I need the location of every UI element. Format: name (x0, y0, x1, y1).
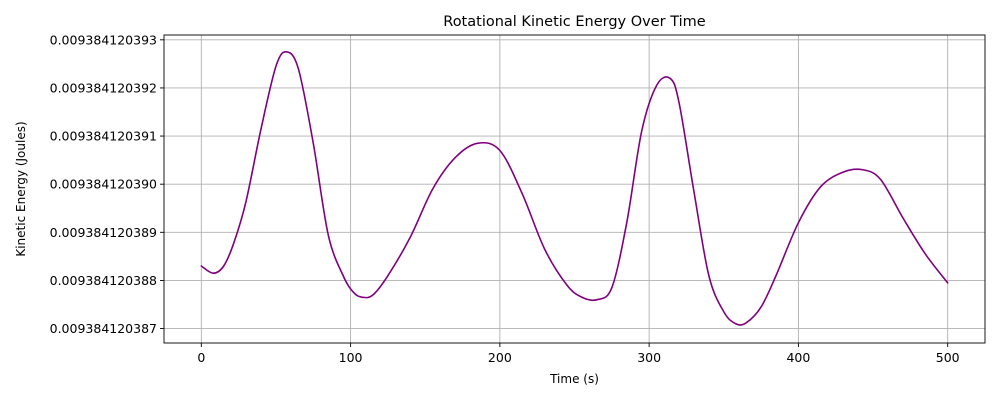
y-axis-label: Kinetic Energy (Joules) (14, 121, 28, 256)
x-tick-label: 500 (936, 350, 960, 365)
y-tick-label: 0.009384120393 (50, 32, 157, 47)
plot-frame (163, 34, 986, 344)
x-tick-label: 200 (488, 350, 512, 365)
y-tick-label: 0.009384120387 (50, 321, 157, 336)
chart-title: Rotational Kinetic Energy Over Time (443, 14, 706, 30)
axis-ticks: 0 100 200 300 400 500 0.009384120387 0.00938412… (50, 32, 960, 365)
series-line (200, 51, 949, 326)
x-axis-label: Time (s) (549, 372, 599, 386)
grid-lines (164, 35, 985, 343)
y-tick-label: 0.009384120392 (50, 80, 157, 95)
x-tick-label: 300 (637, 350, 661, 365)
x-tick-label: 100 (339, 350, 363, 365)
y-tick-label: 0.009384120391 (50, 129, 157, 144)
x-tick-label: 400 (786, 350, 810, 365)
x-tick-label: 0 (197, 350, 205, 365)
y-tick-label: 0.009384120388 (50, 273, 157, 288)
y-tick-label: 0.009384120390 (50, 177, 157, 192)
y-tick-label: 0.009384120389 (50, 225, 157, 240)
